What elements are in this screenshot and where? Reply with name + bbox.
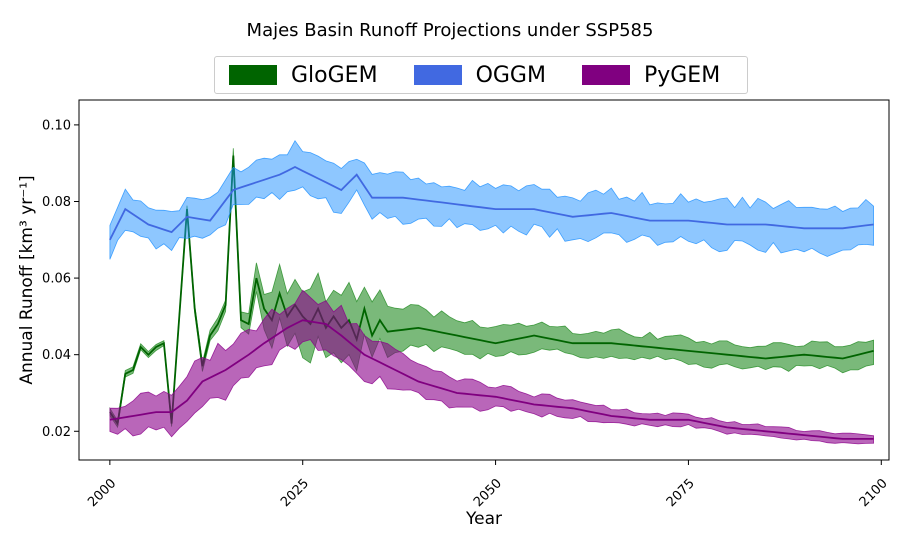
legend-item-pygem: PyGEM	[581, 62, 721, 88]
y-axis: 0.02 0.04 0.06 0.08 0.10	[42, 118, 79, 440]
x-tick-label: 2000	[85, 476, 119, 510]
plot-frame	[78, 99, 890, 461]
band-pygem	[109, 289, 874, 445]
y-tick-label: 0.06	[42, 272, 71, 287]
legend-swatch-oggm	[413, 65, 462, 85]
plot-content	[109, 139, 874, 445]
line-pygem	[109, 319, 874, 440]
legend-item-oggm: OGGM	[413, 62, 546, 88]
legend-item-glogem: GloGEM	[229, 63, 378, 88]
y-tick-label: 0.02	[42, 425, 71, 440]
legend-label-glogem: GloGEM	[291, 62, 378, 88]
band-oggm	[109, 139, 874, 260]
legend-label-pygem: PyGEM	[643, 62, 721, 88]
x-axis: 2000 2025 2050 2075 2100	[85, 460, 891, 510]
y-tick-label: 0.04	[42, 348, 71, 363]
legend-label-oggm: OGGM	[475, 62, 546, 88]
x-axis-label: Year	[465, 509, 502, 529]
chart-title: Majes Basin Runoff Projections under SSP…	[246, 20, 654, 41]
x-tick-label: 2050	[471, 476, 505, 510]
x-tick-label: 2100	[857, 476, 891, 510]
y-axis-label: Annual Runoff [km³ yr⁻¹]	[17, 175, 37, 384]
line-oggm	[109, 165, 874, 241]
y-tick-label: 0.10	[42, 118, 71, 133]
legend-swatch-pygem	[581, 65, 630, 85]
x-tick-label: 2025	[278, 476, 312, 510]
line-glogem	[109, 155, 874, 427]
x-tick-label: 2075	[664, 476, 698, 510]
legend: GloGEM OGGM PyGEM	[214, 56, 748, 94]
legend-swatch-glogem	[229, 65, 277, 85]
y-tick-label: 0.08	[42, 195, 71, 210]
